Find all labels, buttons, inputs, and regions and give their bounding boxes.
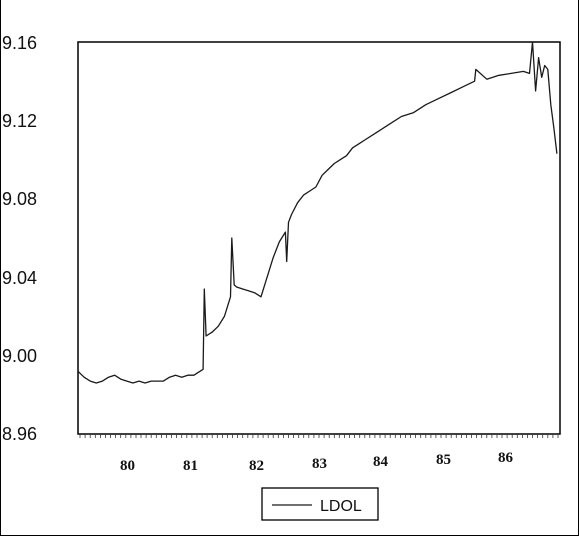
x-tick-label-80: 80	[120, 458, 135, 474]
legend-box	[261, 487, 379, 521]
x-tick-label-81: 81	[183, 458, 198, 474]
series-line-ldol	[77, 41, 558, 384]
y-tick-label-904: 9.04	[2, 268, 37, 288]
y-tick-label-912: 9.12	[2, 111, 37, 131]
x-axis-ticks	[79, 434, 559, 438]
y-tick-label-908: 9.08	[2, 189, 37, 209]
y-tick-label-896: 8.96	[2, 424, 37, 444]
x-tick-label-84: 84	[373, 454, 389, 470]
x-tick-label-86: 86	[498, 450, 514, 466]
x-tick-label-85: 85	[436, 452, 451, 468]
y-tick-label-900: 9.00	[2, 346, 37, 366]
plot-area	[77, 41, 561, 435]
legend-label-ldol: LDOL	[320, 498, 362, 515]
x-axis-labels: 80 81 82 83 84 85 86	[120, 450, 514, 474]
legend: LDOL	[261, 487, 379, 521]
x-tick-label-83: 83	[312, 456, 327, 472]
y-tick-label-916: 9.16	[2, 33, 37, 53]
x-tick-label-82: 82	[249, 458, 264, 474]
